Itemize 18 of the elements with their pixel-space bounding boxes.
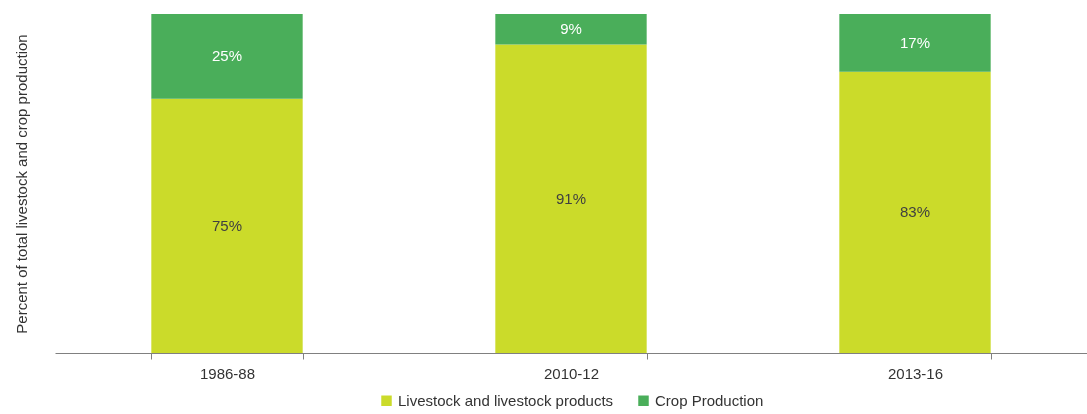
bar (495, 44, 647, 353)
x-tick-label: 2010-12 (543, 364, 600, 382)
bar (839, 71, 991, 353)
bar (151, 98, 303, 353)
data-label: 91% (555, 189, 587, 207)
legend-label: Crop Production (655, 391, 764, 409)
legend-label: Livestock and livestock products (398, 391, 614, 409)
y-axis-title: Percent of total livestock and crop production (12, 34, 30, 334)
data-label: 75% (211, 216, 243, 234)
data-label: 9% (560, 20, 582, 38)
x-tick-label: 1986-88 (199, 364, 256, 382)
bar (839, 14, 991, 72)
x-tick-label: 2013-16 (887, 364, 944, 382)
data-label: 83% (899, 203, 931, 221)
bar (151, 14, 303, 99)
data-label: 17% (899, 33, 931, 51)
data-label: 25% (211, 47, 243, 65)
bar (495, 14, 647, 45)
